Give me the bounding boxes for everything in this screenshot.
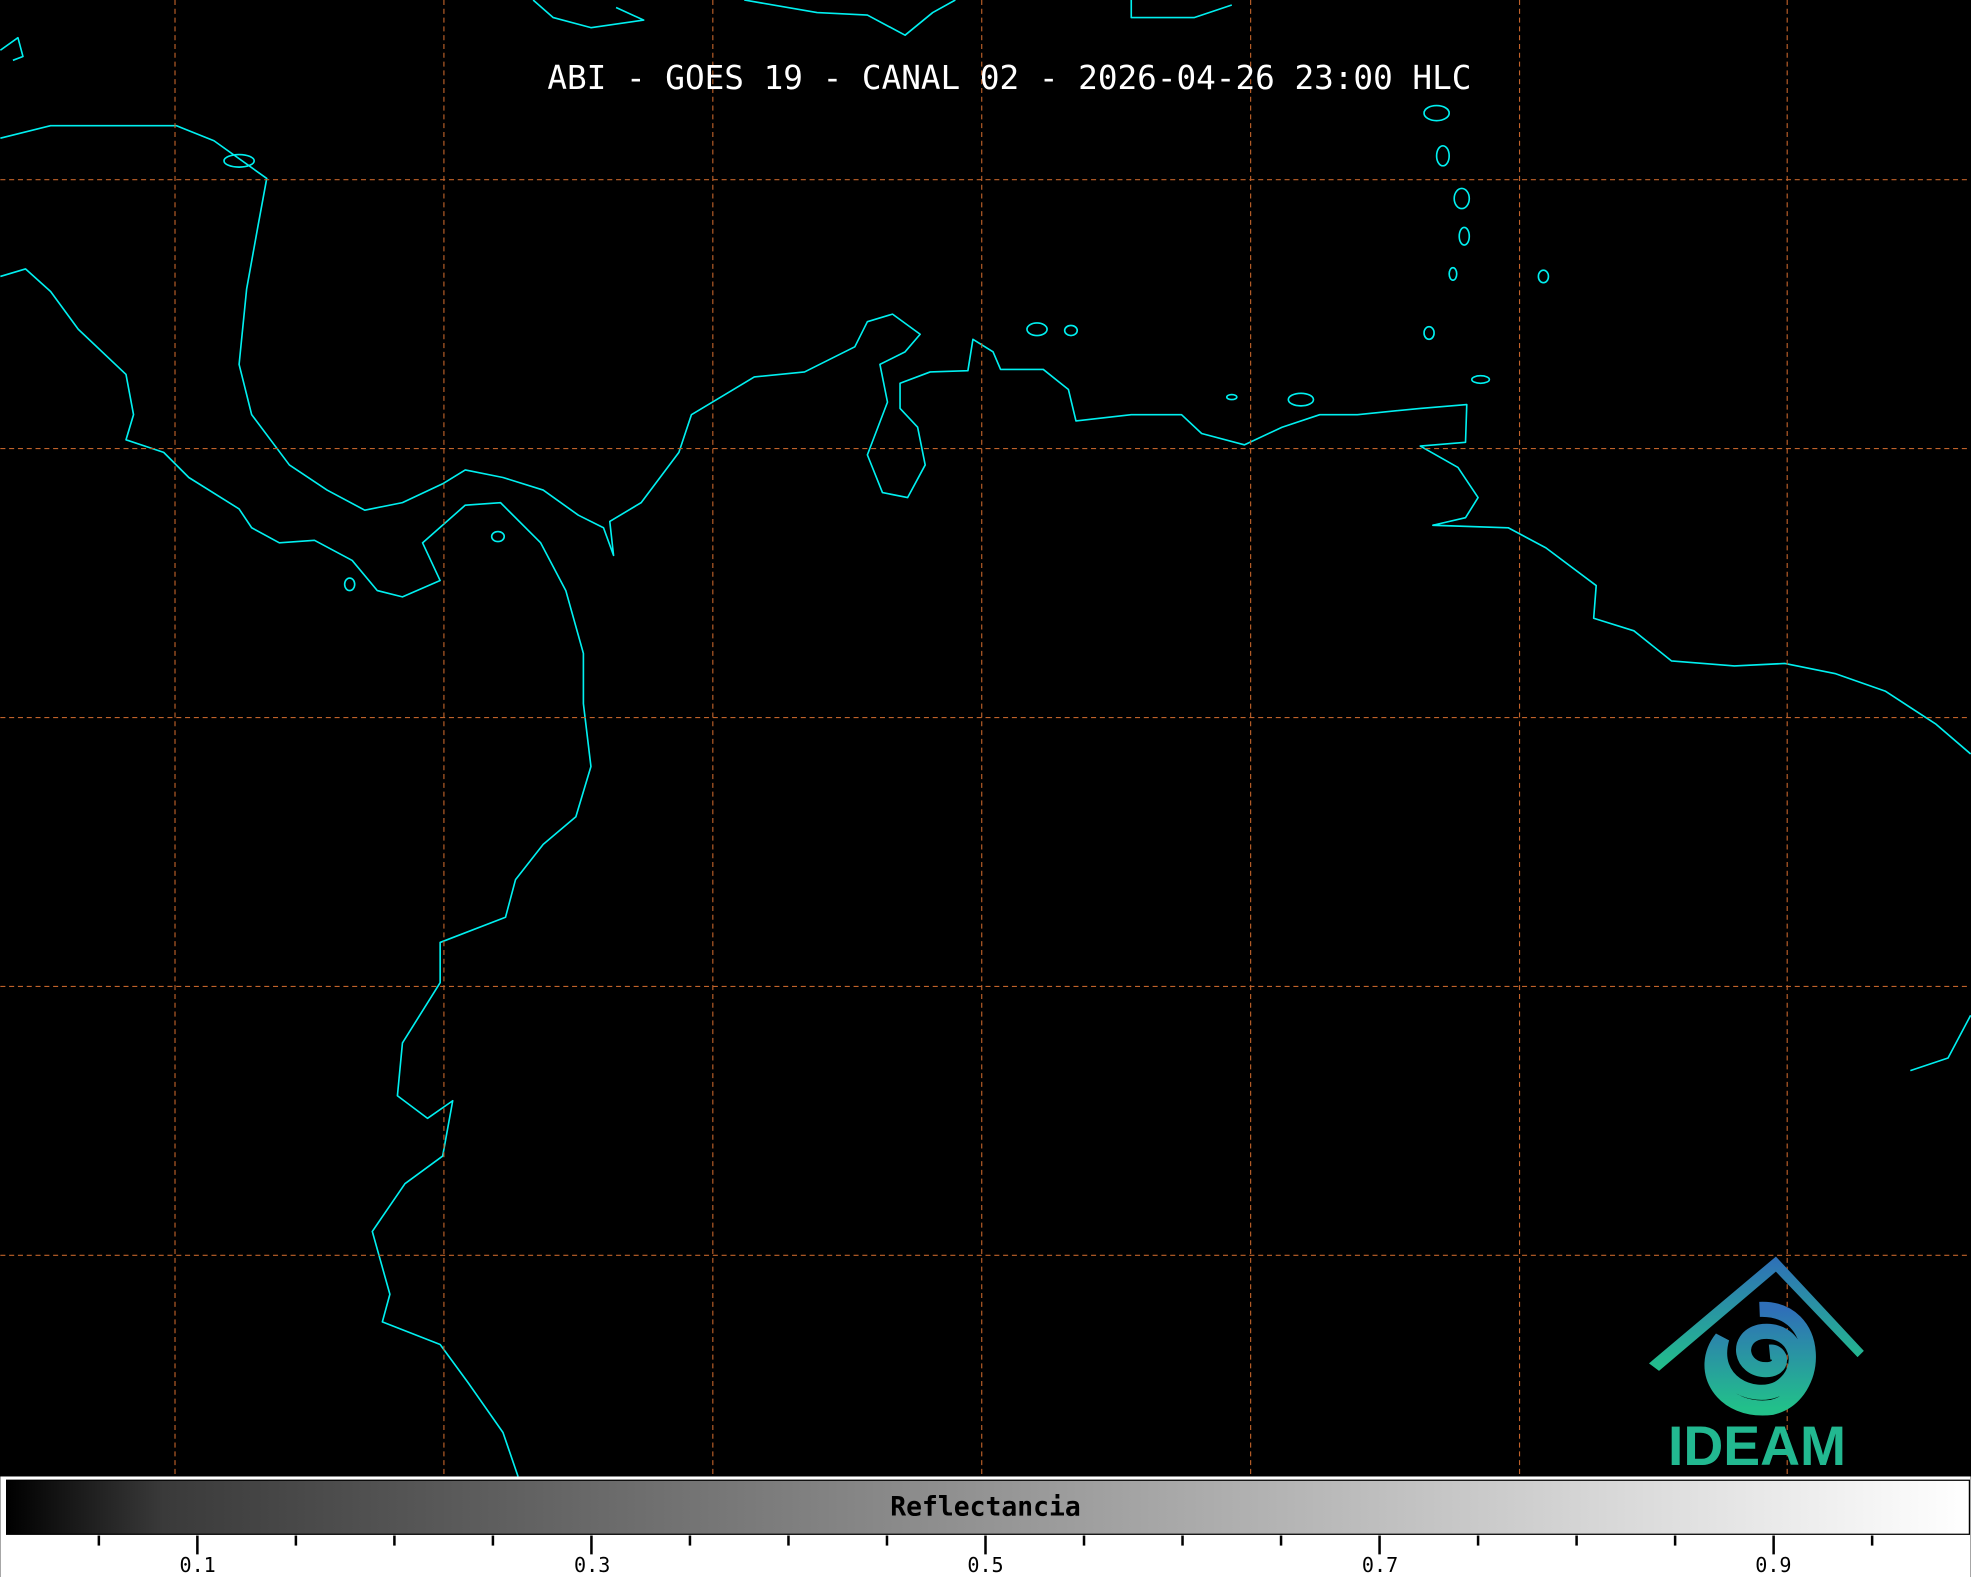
ideam-logo: IDEAM bbox=[1648, 1256, 1864, 1477]
pacific-coastline bbox=[0, 268, 592, 1477]
yucatan-coastline bbox=[0, 36, 24, 62]
colorbar: Reflectancia 0.1 0.3 0.5 0.7 0.9 bbox=[0, 1476, 1971, 1577]
logo-roof-icon bbox=[1648, 1256, 1864, 1371]
tick-label-0.7: 0.7 bbox=[1362, 1553, 1398, 1577]
colorbar-ticks bbox=[97, 1535, 1874, 1555]
coastlines bbox=[0, 0, 1971, 1477]
tick-label-0.1: 0.1 bbox=[179, 1553, 215, 1577]
puerto-rico-coastline bbox=[1130, 0, 1233, 19]
tick-label-0.3: 0.3 bbox=[574, 1553, 610, 1577]
logo-swirl-icon bbox=[1704, 1301, 1816, 1416]
colorbar-gradient bbox=[6, 1479, 1971, 1535]
hispaniola-coastline bbox=[744, 0, 956, 37]
map-title: ABI - GOES 19 - CANAL 02 - 2026-04-26 23… bbox=[547, 59, 1471, 97]
cuba-coastline bbox=[532, 0, 645, 29]
east-coastline bbox=[1910, 1014, 1971, 1072]
tick-label-0.5: 0.5 bbox=[967, 1553, 1003, 1577]
logo-text: IDEAM bbox=[1668, 1415, 1846, 1477]
islands bbox=[223, 104, 1550, 592]
colorbar-label: Reflectancia bbox=[890, 1492, 1081, 1522]
gridlines bbox=[0, 0, 1971, 1477]
tick-label-0.9: 0.9 bbox=[1755, 1553, 1791, 1577]
caribbean-coastline bbox=[0, 124, 1971, 755]
